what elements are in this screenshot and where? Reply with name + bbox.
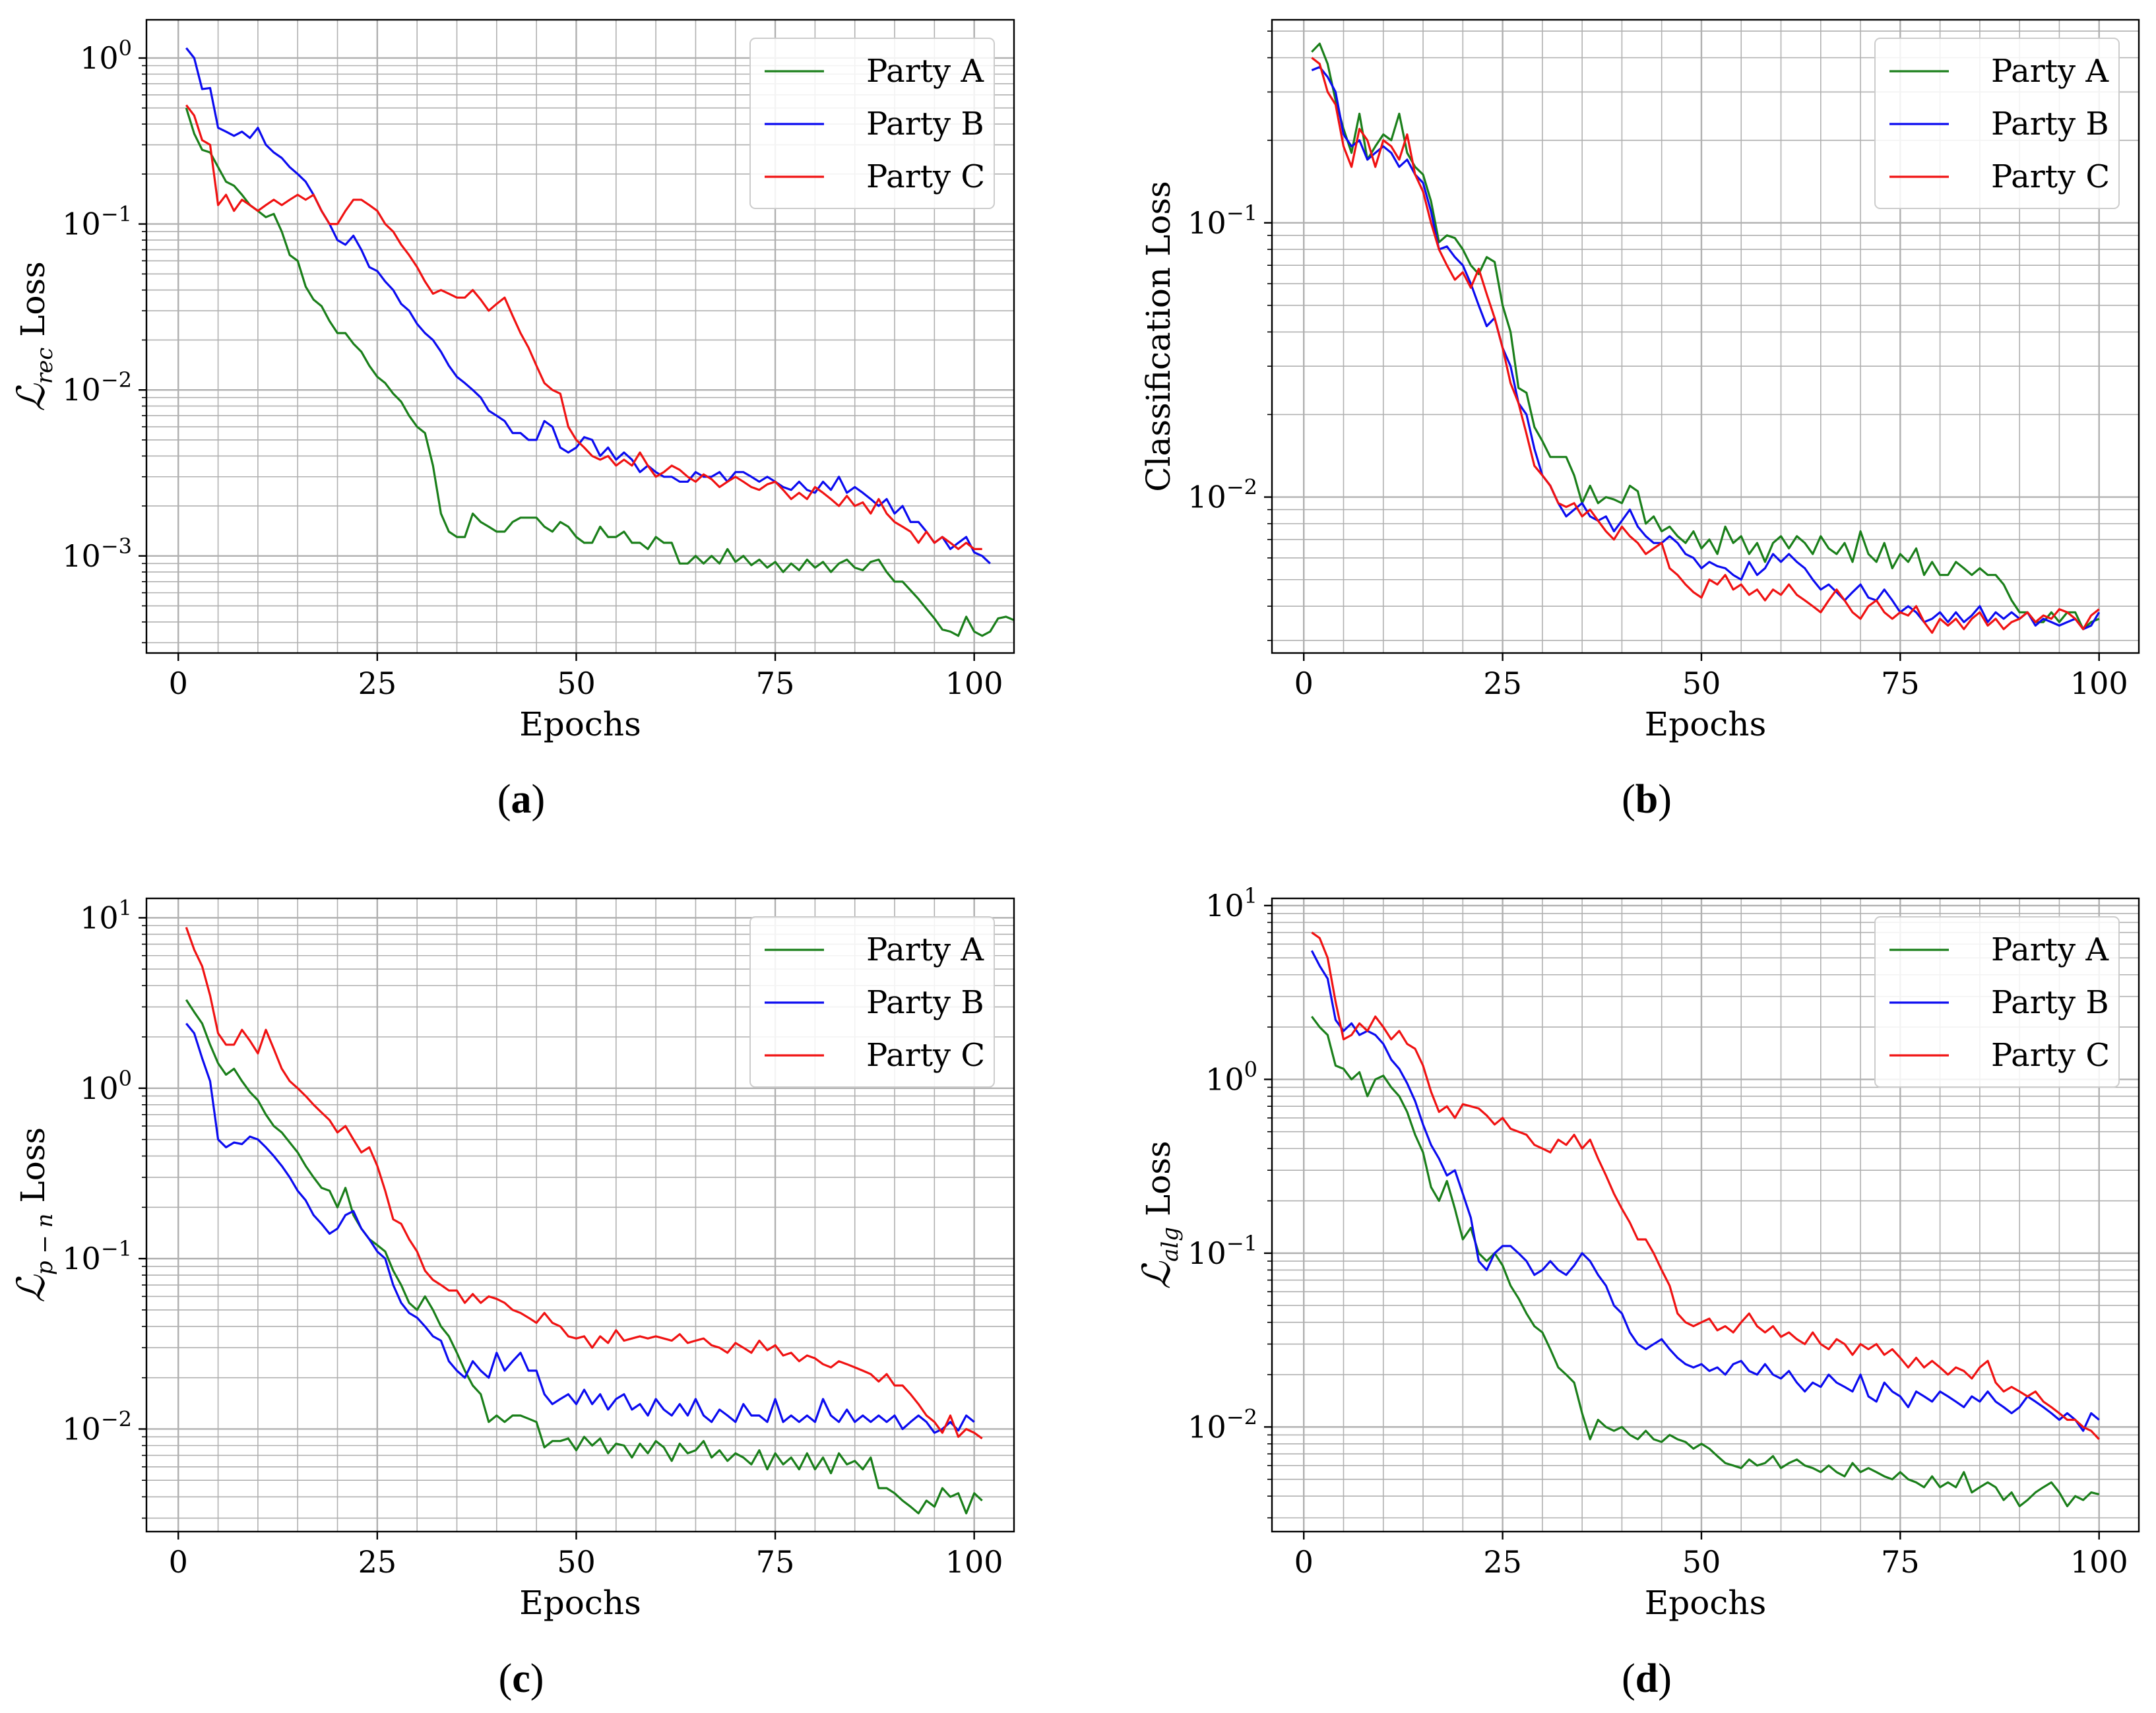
- legend-label: Party C: [1991, 158, 2110, 195]
- x-tick-label: 0: [169, 666, 188, 701]
- series-line-party-b: [1310, 950, 2100, 1432]
- legend: Party A Party B Party C: [749, 916, 995, 1088]
- legend-box: [749, 38, 995, 209]
- x-tick-label: 50: [1682, 666, 1721, 701]
- y-tick-label: 10−1: [62, 202, 132, 242]
- y-tick-label: 100: [80, 1066, 132, 1106]
- legend-label: Party A: [866, 53, 984, 90]
- y-axis-label: Classification Loss: [1139, 181, 1178, 491]
- legend: Party A Party B Party C: [1874, 916, 2120, 1088]
- legend-label: Party C: [1991, 1037, 2110, 1074]
- legend-label: Party A: [1991, 931, 2109, 968]
- series-line-party-a: [185, 999, 983, 1514]
- plot-frame: [145, 18, 1015, 654]
- x-axis-label: Epochs: [1645, 1584, 1766, 1622]
- caption-b: (b): [1622, 777, 1672, 822]
- y-tick-label: 10−1: [1188, 201, 1257, 241]
- x-tick-label: 100: [2070, 1544, 2128, 1580]
- caption-c: (c): [499, 1656, 544, 1701]
- legend-label: Party B: [866, 106, 984, 142]
- x-tick-label: 50: [557, 1544, 596, 1580]
- series-line-party-a: [185, 108, 1015, 637]
- x-axis-label: Epochs: [1645, 705, 1766, 743]
- legend-label: Party B: [1991, 106, 2109, 142]
- x-tick-label: 25: [1483, 666, 1522, 701]
- y-axis-label: ℒp − n Loss: [9, 1127, 58, 1303]
- x-tick-label: 75: [1881, 1544, 1920, 1580]
- y-tick-label: 10−1: [1188, 1231, 1257, 1271]
- x-tick-label: 25: [358, 666, 397, 701]
- x-tick-label: 25: [358, 1544, 397, 1580]
- legend-box: [749, 916, 995, 1088]
- grid-d: [1272, 898, 2139, 1532]
- panel-a: 0 25 50 75 100 100 10−1 10−2 10−3 Epochs ℒrec Loss…: [9, 18, 1015, 743]
- x-tick-label: 0: [1294, 666, 1314, 701]
- grid-a: [146, 20, 1014, 653]
- legend-label: Party C: [866, 158, 985, 195]
- legend-label: Party A: [1991, 53, 2109, 90]
- series-line-party-b: [1311, 65, 2101, 631]
- x-tick-label: 100: [945, 666, 1003, 701]
- x-tick-label: 50: [1682, 1544, 1721, 1580]
- legend-box: [1874, 38, 2120, 209]
- x-tick-label: 0: [1294, 1544, 1314, 1580]
- y-tick-label: 10−1: [62, 1236, 132, 1276]
- series-line-party-a: [1311, 1016, 2100, 1508]
- legend: Party A Party B Party C: [749, 38, 995, 209]
- x-tick-label: 75: [756, 1544, 795, 1580]
- series-line-party-c: [1311, 931, 2100, 1441]
- y-tick-label: 100: [80, 36, 132, 76]
- series-line-party-b: [185, 1022, 975, 1434]
- caption-d: (d): [1622, 1656, 1672, 1701]
- caption-a: (a): [497, 777, 545, 822]
- plot-frame: [1271, 897, 2140, 1533]
- legend-label: Party C: [866, 1037, 985, 1074]
- y-tick-label: 10−2: [1188, 475, 1257, 515]
- series-line-party-c: [1311, 57, 2100, 634]
- plot-frame: [1271, 18, 2140, 654]
- y-axis-label: ℒalg Loss: [1134, 1140, 1184, 1289]
- panel-c: 0 25 50 75 100 101 100 10−1 10−2 Epochs ℒp − n Los…: [9, 895, 1015, 1622]
- legend-label: Party B: [866, 984, 984, 1021]
- series-line-party-a: [1311, 42, 2100, 631]
- y-tick-label: 10−2: [62, 1406, 132, 1447]
- x-tick-label: 50: [557, 666, 596, 701]
- y-tick-label: 10−2: [1188, 1404, 1257, 1445]
- legend: Party A Party B Party C: [1874, 38, 2120, 209]
- x-tick-label: 25: [1483, 1544, 1522, 1580]
- y-tick-label: 100: [1205, 1057, 1257, 1097]
- panel-b: 0 25 50 75 100 10−1 10−2 Epochs Classification L…: [1139, 18, 2140, 743]
- y-axis-label: ℒrec Loss: [9, 261, 58, 412]
- series-line-party-c: [185, 927, 983, 1440]
- x-axis-label: Epochs: [519, 1584, 641, 1622]
- panel-d: 0 25 50 75 100 101 100 10−1 10−2 Epochs ℒalg Loss P…: [1134, 883, 2140, 1622]
- legend-label: Party B: [1991, 984, 2109, 1021]
- y-tick-label: 10−3: [62, 534, 132, 574]
- y-tick-label: 101: [1205, 883, 1257, 923]
- x-tick-label: 75: [756, 666, 795, 701]
- x-tick-label: 100: [2070, 666, 2128, 701]
- y-tick-label: 10−2: [62, 367, 132, 408]
- series-line-party-c: [185, 104, 982, 551]
- legend-box: [1874, 916, 2120, 1088]
- plot-frame: [145, 897, 1015, 1533]
- x-tick-label: 100: [945, 1544, 1003, 1580]
- y-tick-label: 101: [80, 895, 132, 935]
- x-tick-label: 0: [169, 1544, 188, 1580]
- x-tick-label: 75: [1881, 666, 1920, 701]
- legend-label: Party A: [866, 931, 984, 968]
- x-axis-label: Epochs: [519, 705, 641, 743]
